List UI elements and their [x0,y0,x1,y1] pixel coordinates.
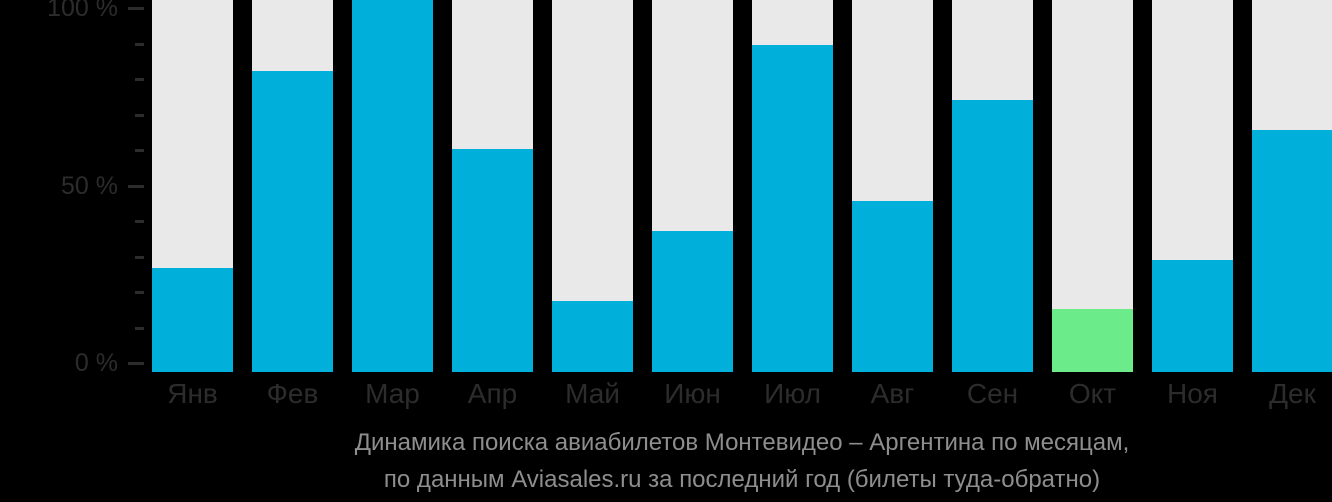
y-axis-label-100: 100 % [47,0,118,22]
bar-track-jun [652,0,733,372]
month-label-mar: Мар [365,378,420,409]
month-label-aug: Авг [870,378,915,409]
bar-fill-jul [752,45,833,372]
bar-column-oct: Окт [1052,0,1152,408]
caption-line-2: по данным Aviasales.ru за последний год … [383,466,1101,493]
month-label-jun: Июн [664,378,721,409]
y-axis-label-0: 0 % [74,349,118,377]
y-minor-tick-70 [135,113,144,117]
bar-fill-sep [952,100,1033,372]
y-major-tick-0 [128,362,144,365]
bar-track-feb [252,0,333,372]
bar-fill-jan [152,268,233,372]
bar-column-feb: Фев [252,0,352,408]
bar-fill-feb [252,71,333,372]
month-label-nov: Ноя [1167,378,1218,409]
bar-column-jun: Июн [652,0,752,408]
bar-column-dec: Дек [1252,0,1332,408]
bar-column-jul: Июл [752,0,852,408]
bar-fill-nov [1152,260,1233,372]
plot-area: Янв Фев Мар Апр Май Июн Июл Авг Сен Окт Ноя Дек [152,0,1332,408]
y-major-tick-50 [128,184,144,188]
bar-fill-dec [1252,130,1332,372]
bar-track-aug [852,0,933,372]
bar-column-sep: Сен [952,0,1052,408]
y-axis-label-50: 50 % [61,171,118,200]
y-minor-tick-80 [135,78,144,81]
caption-line-1: Динамика поиска авиабилетов Монтевидео –… [354,429,1130,456]
bar-track-dec [1252,0,1332,372]
bar-track-sep [952,0,1033,372]
month-label-feb: Фев [266,378,319,409]
y-axis: 100 % 50 % 0 % [0,0,152,377]
bar-column-aug: Авг [852,0,952,408]
bar-track-apr [452,0,533,372]
bar-fill-may [552,301,633,372]
chart-caption: Динамика поиска авиабилетов Монтевидео –… [152,424,1332,498]
y-minor-tick-40 [135,220,144,223]
bar-column-nov: Ноя [1152,0,1252,408]
y-minor-tick-30 [135,255,144,259]
bar-track-jan [152,0,233,372]
bar-column-jan: Янв [152,0,252,408]
y-minor-tick-10 [135,326,144,330]
bar-track-mar [352,0,433,372]
bar-fill-mar [352,0,433,372]
y-major-tick-100 [128,7,144,10]
bar-fill-oct [1052,309,1133,372]
y-minor-tick-20 [135,291,144,294]
bar-column-may: Май [552,0,652,408]
bar-track-oct [1052,0,1133,372]
month-label-jul: Июл [764,378,821,409]
y-minor-tick-90 [135,42,144,46]
bar-fill-jun [652,231,733,372]
bar-fill-apr [452,149,533,372]
bar-column-mar: Мар [352,0,452,408]
bar-fill-aug [852,201,933,372]
month-label-oct: Окт [1068,378,1117,409]
bar-track-jul [752,0,833,372]
month-label-dec: Дек [1269,378,1316,409]
y-minor-tick-60 [135,149,144,152]
bar-track-nov [1152,0,1233,372]
bar-column-apr: Апр [452,0,552,408]
month-label-apr: Апр [467,378,518,409]
month-label-may: Май [565,378,620,409]
month-label-sep: Сен [966,378,1019,409]
month-label-jan: Янв [167,378,218,409]
bar-track-may [552,0,633,372]
